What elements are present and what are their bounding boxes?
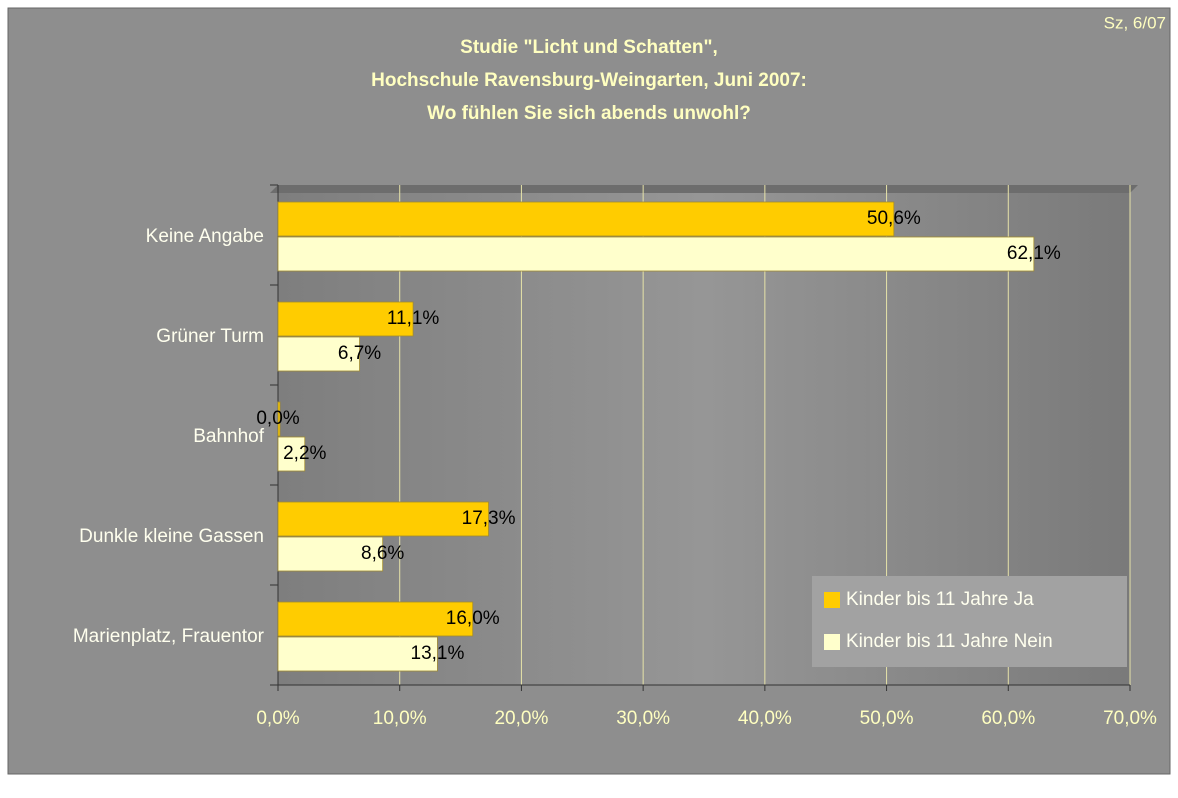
y-tick-label: Keine Angabe	[146, 226, 264, 247]
data-label: 17,3%	[462, 508, 516, 529]
x-tick-label: 0,0%	[256, 708, 299, 729]
annotation: Sz, 6/07	[1104, 13, 1166, 32]
x-tick-label: 50,0%	[860, 708, 914, 729]
x-tick-label: 10,0%	[373, 708, 427, 729]
legend-swatch	[824, 634, 840, 650]
bar	[277, 436, 306, 472]
x-tick-label: 30,0%	[616, 708, 670, 729]
bar	[277, 201, 895, 237]
bar	[277, 501, 489, 537]
data-label: 13,1%	[411, 643, 465, 664]
chart-title: Wo fühlen Sie sich abends unwohl?	[427, 103, 751, 124]
data-label: 2,2%	[283, 443, 326, 464]
bar	[277, 236, 1035, 272]
data-label: 8,6%	[361, 543, 404, 564]
y-tick-label: Grüner Turm	[156, 326, 264, 347]
bar	[277, 601, 474, 637]
bar	[277, 401, 281, 437]
x-tick-label: 60,0%	[981, 708, 1035, 729]
legend-label: Kinder bis 11 Jahre Ja	[846, 589, 1034, 610]
y-tick-label: Bahnhof	[193, 426, 265, 447]
chart-title: Hochschule Ravensburg-Weingarten, Juni 2…	[371, 70, 807, 91]
x-tick-label: 70,0%	[1103, 708, 1157, 729]
data-label: 16,0%	[446, 608, 500, 629]
data-label: 62,1%	[1007, 243, 1061, 264]
chart-title: Studie "Licht und Schatten",	[460, 37, 718, 58]
data-label: 50,6%	[867, 208, 921, 229]
x-tick-label: 20,0%	[494, 708, 548, 729]
bar	[277, 336, 360, 372]
bar	[277, 301, 414, 337]
legend-swatch	[824, 592, 840, 608]
bar	[277, 536, 384, 572]
legend-label: Kinder bis 11 Jahre Nein	[846, 631, 1053, 652]
legend-box	[812, 576, 1127, 667]
data-label: 0,0%	[256, 408, 299, 429]
x-tick-label: 40,0%	[738, 708, 792, 729]
y-tick-label: Marienplatz, Frauentor	[73, 626, 265, 647]
bar	[277, 636, 438, 672]
data-label: 11,1%	[387, 308, 440, 329]
y-tick-label: Dunkle kleine Gassen	[79, 526, 264, 547]
plot-depth	[270, 185, 1138, 193]
data-label: 6,7%	[338, 343, 381, 364]
